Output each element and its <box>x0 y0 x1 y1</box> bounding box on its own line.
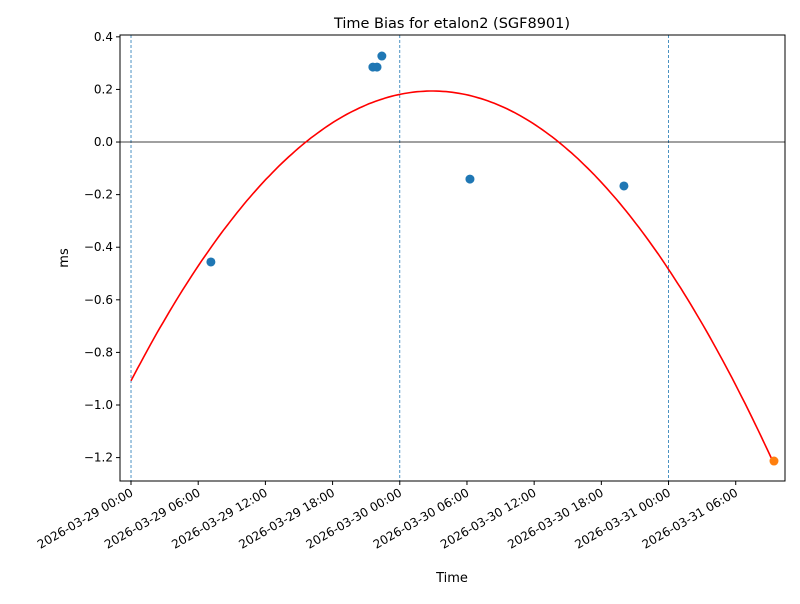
y-tick-label: −0.2 <box>84 188 113 202</box>
y-tick-label: −0.6 <box>84 293 113 307</box>
x-axis-label: Time <box>435 571 468 586</box>
y-tick-label: −0.8 <box>84 345 113 359</box>
y-axis-label: ms <box>57 248 72 268</box>
y-tick-label: 0.4 <box>94 30 113 44</box>
y-tick-label: −0.4 <box>84 240 113 254</box>
data-point <box>206 257 216 267</box>
data-point <box>619 181 629 191</box>
data-point <box>465 174 475 184</box>
y-tick-label: −1.0 <box>84 398 113 412</box>
chart-title: Time Bias for etalon2 (SGF8901) <box>333 16 570 32</box>
y-tick-label: −1.2 <box>84 451 113 465</box>
data-point <box>769 456 779 466</box>
data-point <box>372 62 382 72</box>
fit-curve <box>130 90 775 465</box>
y-axis-ticks: 0.4 0.2 0.0 −0.2 −0.4 −0.6 −0.8 −1.0 −1.2 <box>84 30 120 465</box>
axes-frame <box>119 34 786 482</box>
data-point <box>377 51 387 61</box>
y-tick-label: 0.0 <box>94 135 113 149</box>
y-tick-label: 0.2 <box>94 82 113 96</box>
plot-area <box>120 35 785 481</box>
